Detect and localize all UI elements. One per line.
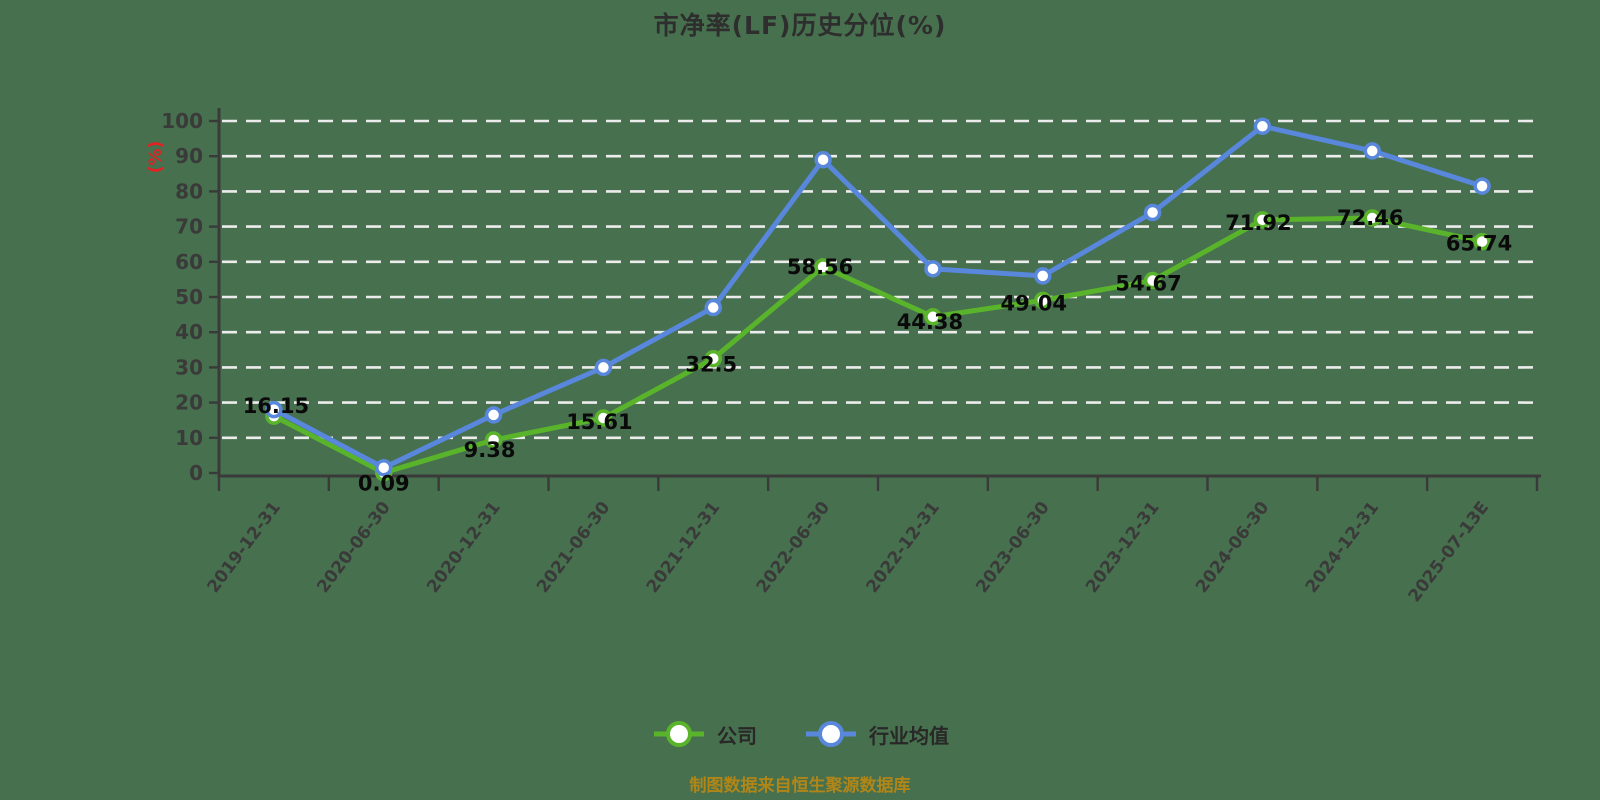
company-value-label: 71.92 <box>1225 211 1291 235</box>
company-value-label: 65.74 <box>1446 232 1512 256</box>
company-value-label: 32.5 <box>685 353 737 377</box>
x-tick-label: 2023-12-31 <box>1082 498 1163 597</box>
industry-average-data-point[interactable] <box>1034 267 1052 285</box>
industry-average-data-point[interactable] <box>594 358 613 377</box>
company-data-point[interactable] <box>1473 232 1491 251</box>
legend-label-company: 公司 <box>717 723 757 748</box>
data-source-note: 制图数据来自恒生聚源数据库 <box>689 776 911 796</box>
x-tick-label: 2025-07-13E <box>1405 498 1493 606</box>
y-tick-label: 80 <box>175 179 203 203</box>
company-data-point[interactable] <box>1363 209 1381 227</box>
legend: 公司 行业均值 <box>0 719 1600 749</box>
y-tick-label: 90 <box>175 144 203 168</box>
chart-title: 市净率(LF)历史分位(%) <box>653 11 947 40</box>
company-value-label: 16.15 <box>243 394 309 418</box>
x-tick-label: 2022-06-30 <box>753 498 835 597</box>
y-tick-label: 0 <box>189 461 203 485</box>
legend-item-industry-average[interactable]: 行业均值 <box>803 719 949 749</box>
y-tick-label: 20 <box>175 391 203 415</box>
company-data-point[interactable] <box>1034 291 1052 310</box>
company-data-point[interactable] <box>814 258 832 276</box>
x-tick-label: 2021-12-31 <box>643 498 724 597</box>
y-tick-label: 10 <box>175 426 203 450</box>
industry-average-data-point[interactable] <box>265 400 283 419</box>
x-tick-label: 2024-06-30 <box>1192 498 1274 597</box>
company-data-point[interactable] <box>704 349 722 368</box>
x-tick-label: 2019-12-31 <box>203 498 284 597</box>
y-tick-label: 30 <box>175 355 203 379</box>
company-data-point[interactable] <box>1253 211 1272 229</box>
industry-average-series-line <box>271 123 1485 471</box>
company-data-point[interactable] <box>594 409 613 427</box>
company-value-label: 15.61 <box>566 410 632 434</box>
y-tick-label: 50 <box>175 285 203 309</box>
y-axis-unit-label: (%) <box>146 141 166 174</box>
company-value-label: 58.56 <box>787 255 853 279</box>
industry-average-data-point[interactable] <box>1253 117 1272 136</box>
y-tick-label: 60 <box>175 250 203 274</box>
company-series-line <box>271 215 1485 476</box>
legend-label-industry-average: 行业均值 <box>869 723 949 748</box>
industry-average-data-point[interactable] <box>1143 203 1162 222</box>
x-tick-label: 2023-06-30 <box>972 498 1054 597</box>
x-tick-label: 2022-12-31 <box>862 498 943 597</box>
industry-average-data-point[interactable] <box>924 260 942 278</box>
industry-average-data-point[interactable] <box>375 458 393 477</box>
legend-item-company[interactable]: 公司 <box>651 719 757 749</box>
x-tick-label: 2024-12-31 <box>1302 498 1383 597</box>
industry-average-data-point[interactable] <box>1363 142 1381 160</box>
company-value-label: 72.46 <box>1337 206 1403 230</box>
y-tick-label: 70 <box>175 215 203 239</box>
y-tick-label: 40 <box>175 320 203 344</box>
company-line-marker-icon <box>654 721 704 747</box>
company-value-label: 54.67 <box>1115 272 1181 296</box>
company-data-point[interactable] <box>924 308 942 326</box>
company-data-point[interactable] <box>484 431 503 449</box>
company-value-label: 49.04 <box>1001 291 1067 315</box>
x-tick-label: 2020-12-31 <box>423 498 504 597</box>
y-tick-label: 100 <box>161 109 203 133</box>
company-value-label: 0.09 <box>358 472 410 496</box>
industry-average-data-point[interactable] <box>704 298 722 317</box>
company-data-point[interactable] <box>1143 271 1162 290</box>
x-tick-label: 2020-06-30 <box>313 498 395 597</box>
company-value-label: 44.38 <box>897 310 963 334</box>
x-tick-label: 2021-06-30 <box>533 498 615 597</box>
industry-average-data-point[interactable] <box>484 406 503 424</box>
industry-average-line-marker-icon <box>806 721 856 747</box>
industry-average-data-point[interactable] <box>1473 177 1491 195</box>
industry-average-data-point[interactable] <box>814 150 832 169</box>
company-value-label: 9.38 <box>464 438 516 462</box>
